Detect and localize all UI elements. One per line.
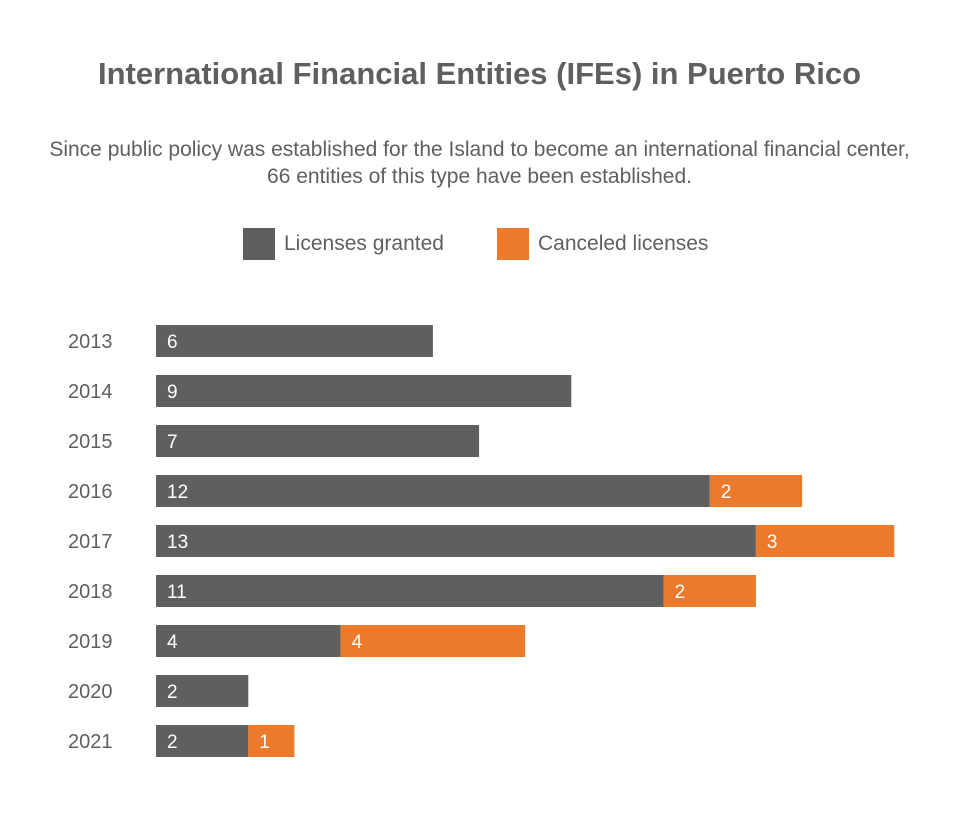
data-label-granted-2018: 11 <box>167 582 187 603</box>
category-label-2018: 2018 <box>68 581 113 603</box>
data-label-granted-2020: 2 <box>167 682 178 703</box>
legend-item-granted: Licenses granted <box>243 227 444 261</box>
legend-label-granted: Licenses granted <box>284 232 444 255</box>
bar-canceled-2018 <box>663 575 756 607</box>
bar-canceled-2016 <box>709 475 803 507</box>
bar-granted-2014 <box>156 375 572 407</box>
bar-granted-2015 <box>156 425 480 457</box>
bar-granted-2021 <box>156 725 249 757</box>
bar-granted-2013 <box>156 325 433 357</box>
data-label-granted-2014: 9 <box>167 382 178 403</box>
data-label-canceled-2016: 2 <box>721 482 732 503</box>
bar-granted-2016 <box>156 475 710 507</box>
category-label-2020: 2020 <box>68 681 113 703</box>
data-label-granted-2015: 7 <box>167 432 178 453</box>
bar-granted-2017 <box>156 525 756 557</box>
bar-granted-2019 <box>156 625 341 657</box>
category-label-2015: 2015 <box>68 431 113 453</box>
chart-subtitle: Since public policy was established for … <box>49 138 910 188</box>
data-label-canceled-2018: 2 <box>675 582 686 603</box>
bar-canceled-2017 <box>755 525 895 557</box>
legend-swatch-granted <box>243 228 275 260</box>
data-label-granted-2013: 6 <box>167 332 178 353</box>
data-label-canceled-2021: 1 <box>259 732 270 753</box>
data-label-granted-2019: 4 <box>167 632 178 653</box>
category-label-2017: 2017 <box>68 531 113 553</box>
legend-item-canceled: Canceled licenses <box>497 227 708 261</box>
data-label-canceled-2017: 3 <box>767 532 778 553</box>
bar-canceled-2021 <box>248 725 295 757</box>
data-label-canceled-2019: 4 <box>352 632 363 653</box>
category-label-2019: 2019 <box>68 631 113 653</box>
category-label-2021: 2021 <box>68 731 113 753</box>
data-label-granted-2021: 2 <box>167 732 178 753</box>
bar-canceled-2019 <box>340 625 526 657</box>
legend-swatch-canceled <box>497 228 529 260</box>
bar-granted-2018 <box>156 575 664 607</box>
chart-title: International Financial Entities (IFEs) … <box>97 56 862 91</box>
category-label-2016: 2016 <box>68 481 113 503</box>
category-label-2013: 2013 <box>68 331 113 353</box>
legend: Licenses granted Canceled licenses <box>0 227 959 261</box>
data-label-granted-2016: 12 <box>167 482 188 503</box>
category-label-2014: 2014 <box>68 381 113 403</box>
legend-label-canceled: Canceled licenses <box>538 232 709 255</box>
data-label-granted-2017: 13 <box>167 532 188 553</box>
bar-granted-2020 <box>156 675 249 707</box>
